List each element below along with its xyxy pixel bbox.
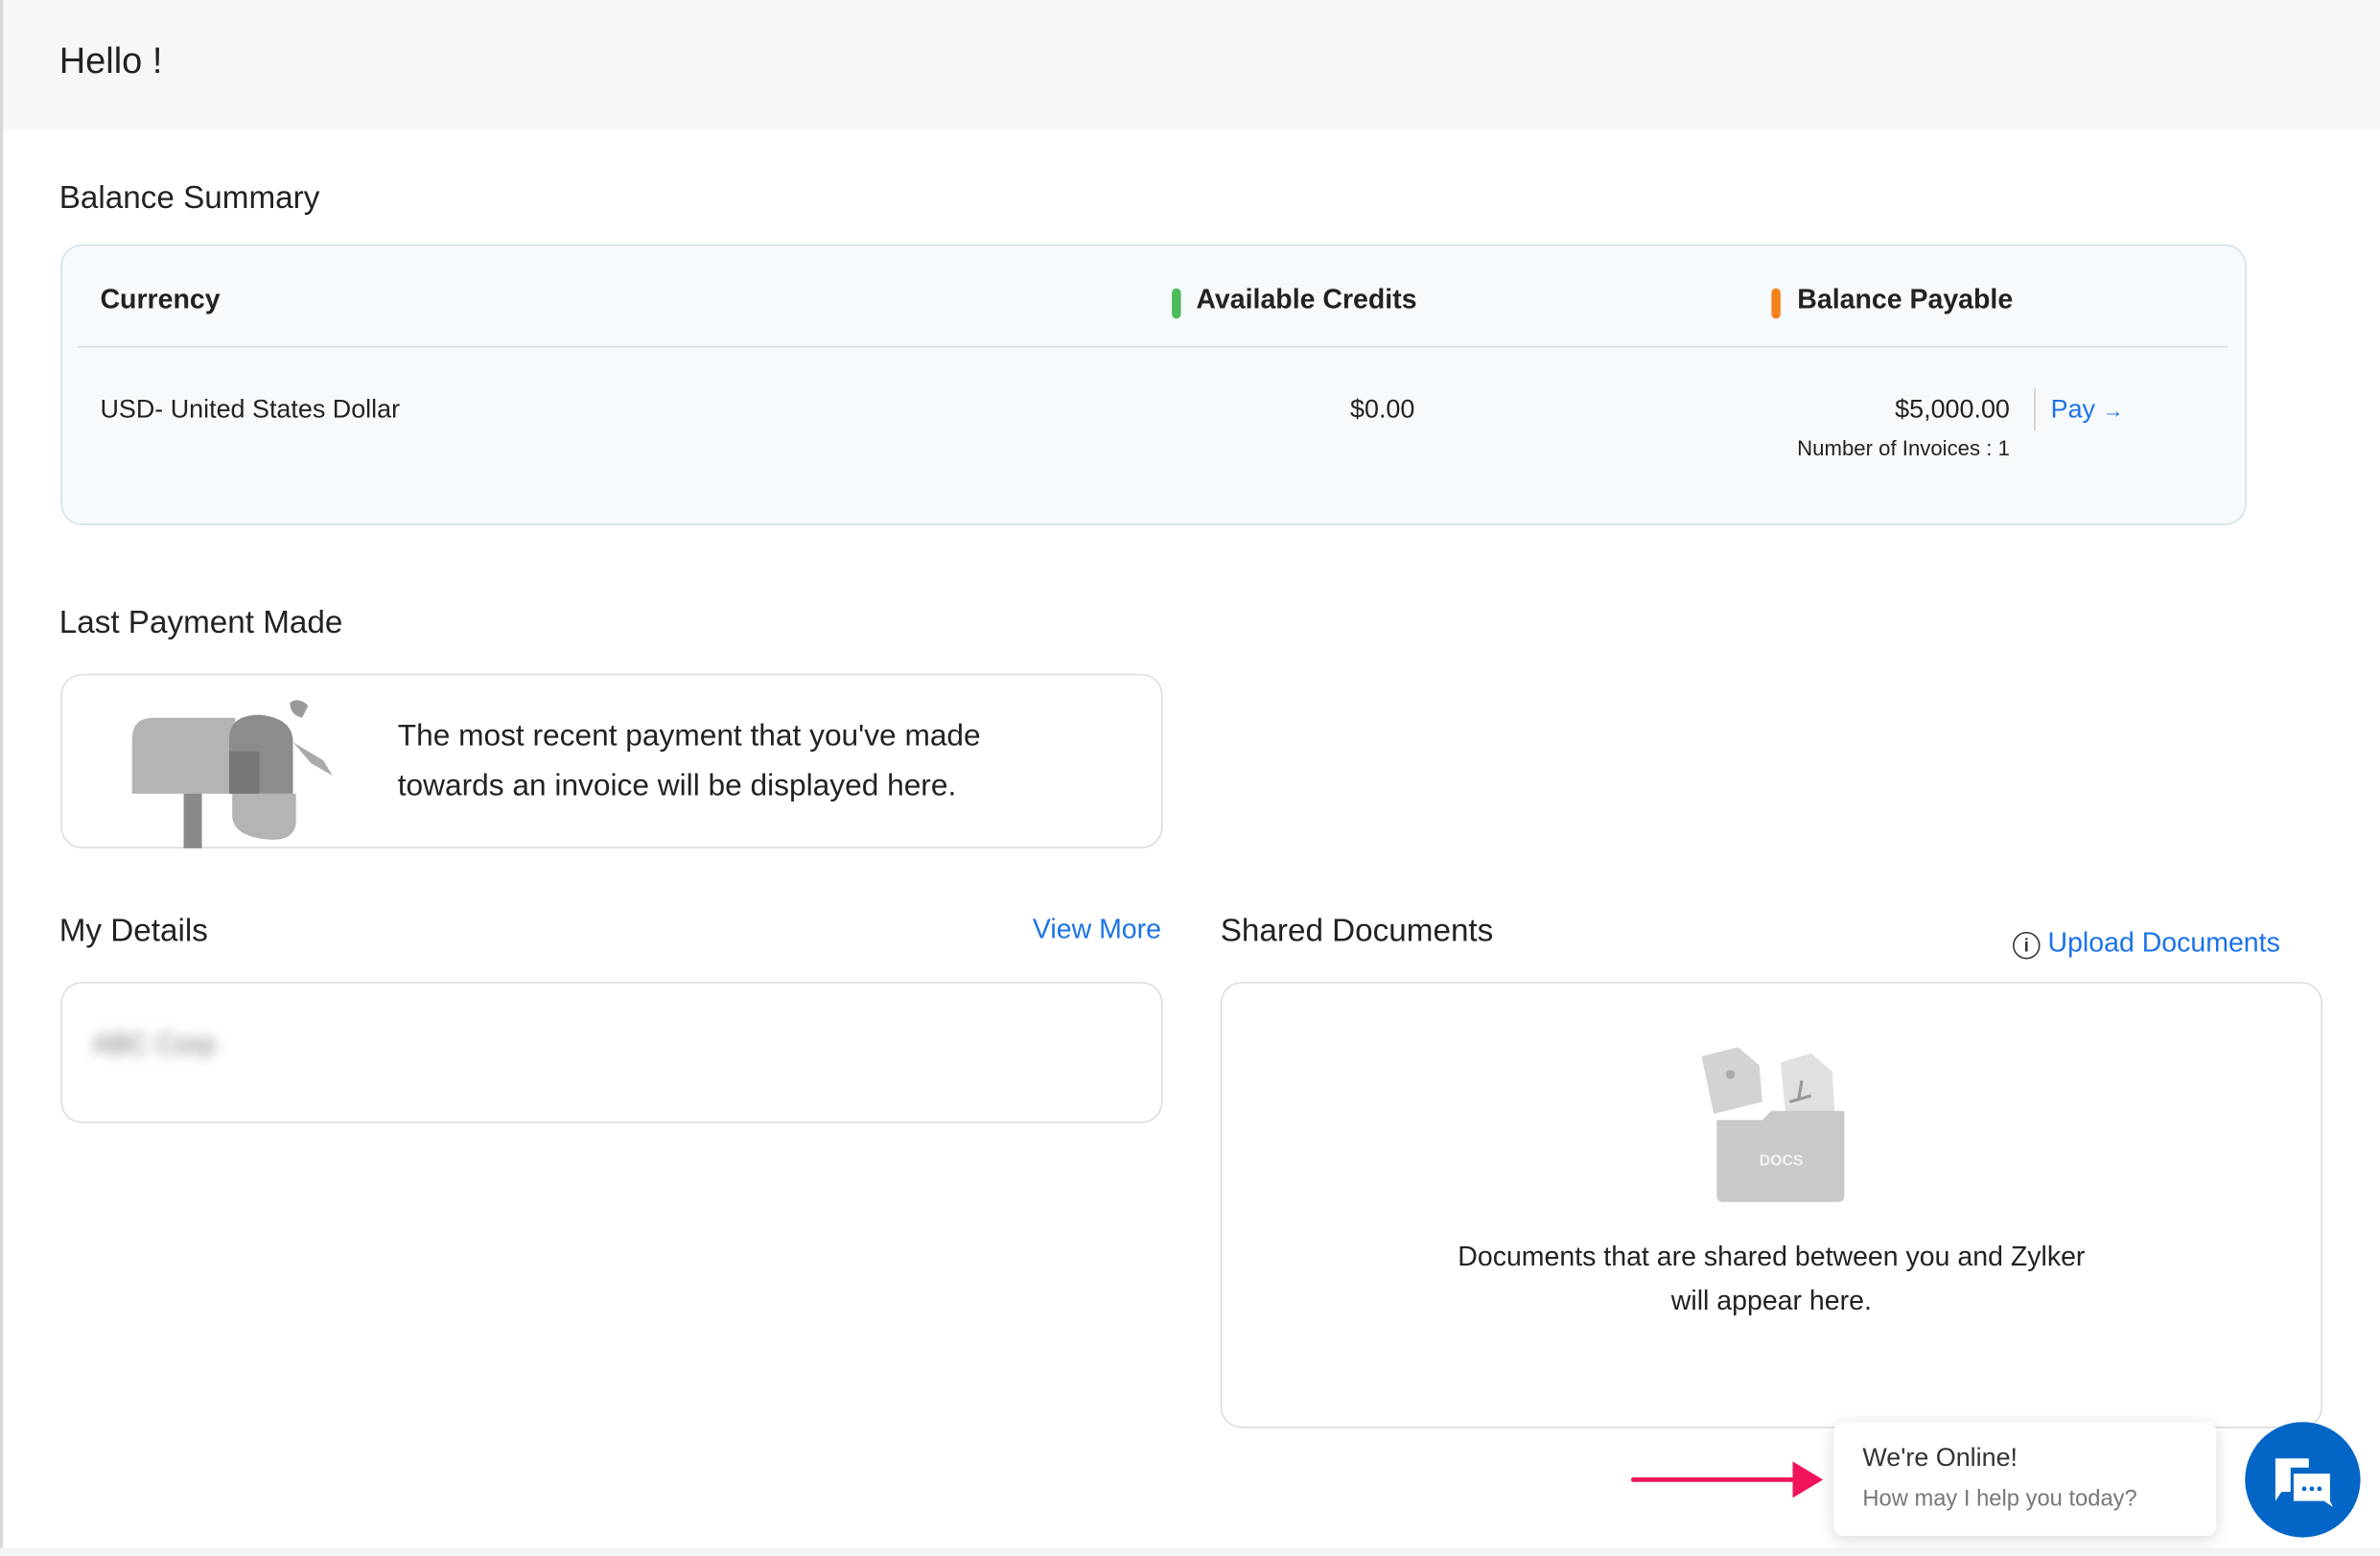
currency-value: USD- United States Dollar xyxy=(100,394,401,424)
pay-link[interactable]: Pay → xyxy=(2051,395,2124,426)
arrow-right-icon: → xyxy=(2102,397,2124,423)
my-details-title: My Details xyxy=(58,913,208,949)
available-credits-header: Available Credits xyxy=(1196,284,1417,314)
page-header xyxy=(0,0,2380,131)
chat-bubbles-icon xyxy=(2275,1458,2334,1507)
currency-header: Currency xyxy=(100,284,221,314)
divider xyxy=(77,345,2228,348)
divider xyxy=(2034,388,2036,431)
view-more-link[interactable]: View More xyxy=(1032,913,1161,944)
chat-button[interactable] xyxy=(2245,1422,2361,1538)
mailbox-illustration xyxy=(131,700,333,848)
last-payment-card: The most recent payment that you've made… xyxy=(60,673,1163,848)
message-line: will appear here. xyxy=(1670,1285,1872,1316)
upload-documents-link[interactable]: i Upload Documents xyxy=(2013,927,2280,960)
balance-summary-title: Balance Summary xyxy=(58,180,320,216)
docs-badge: DOCS xyxy=(1759,1153,1804,1171)
balance-payable-value: $5,000.00 xyxy=(1895,394,2010,424)
chat-subtitle: How may I help you today? xyxy=(1862,1485,2137,1512)
greeting: Hello ! xyxy=(58,40,163,82)
divider xyxy=(0,0,4,1556)
last-payment-message: The most recent payment that you've made… xyxy=(398,711,981,811)
credits-indicator xyxy=(1172,288,1181,319)
chat-prompt[interactable]: We're Online! How may I help you today? xyxy=(1833,1422,2217,1536)
upload-label: Upload Documents xyxy=(2047,927,2280,958)
message-line: Documents that are shared between you an… xyxy=(1458,1241,2086,1272)
last-payment-title: Last Payment Made xyxy=(58,605,343,641)
footer-strip xyxy=(0,1547,2380,1556)
empty-state-message: Documents that are shared between you an… xyxy=(1222,1236,2321,1324)
customer-name: ABC Corp xyxy=(92,1029,216,1059)
message-line: towards an invoice will be displayed her… xyxy=(397,769,957,803)
shared-documents-title: Shared Documents xyxy=(1220,913,1494,949)
pay-label: Pay xyxy=(2050,394,2096,424)
balance-payable-header: Balance Payable xyxy=(1797,284,2014,314)
documents-folder-icon xyxy=(1701,1047,1845,1202)
balance-summary-card xyxy=(60,244,2247,525)
invoice-count: Number of Invoices : 1 xyxy=(1797,435,2010,460)
info-icon: i xyxy=(2013,931,2041,960)
shared-documents-card: DOCS Documents that are shared between y… xyxy=(1220,982,2322,1428)
message-line: The most recent payment that you've made xyxy=(397,719,981,754)
my-details-card: ABC Corp xyxy=(60,982,1163,1124)
payable-indicator xyxy=(1771,288,1781,319)
available-credits-value: $0.00 xyxy=(1350,394,1415,424)
arrow-right-icon xyxy=(1630,1461,1824,1498)
chat-title: We're Online! xyxy=(1862,1443,2018,1473)
